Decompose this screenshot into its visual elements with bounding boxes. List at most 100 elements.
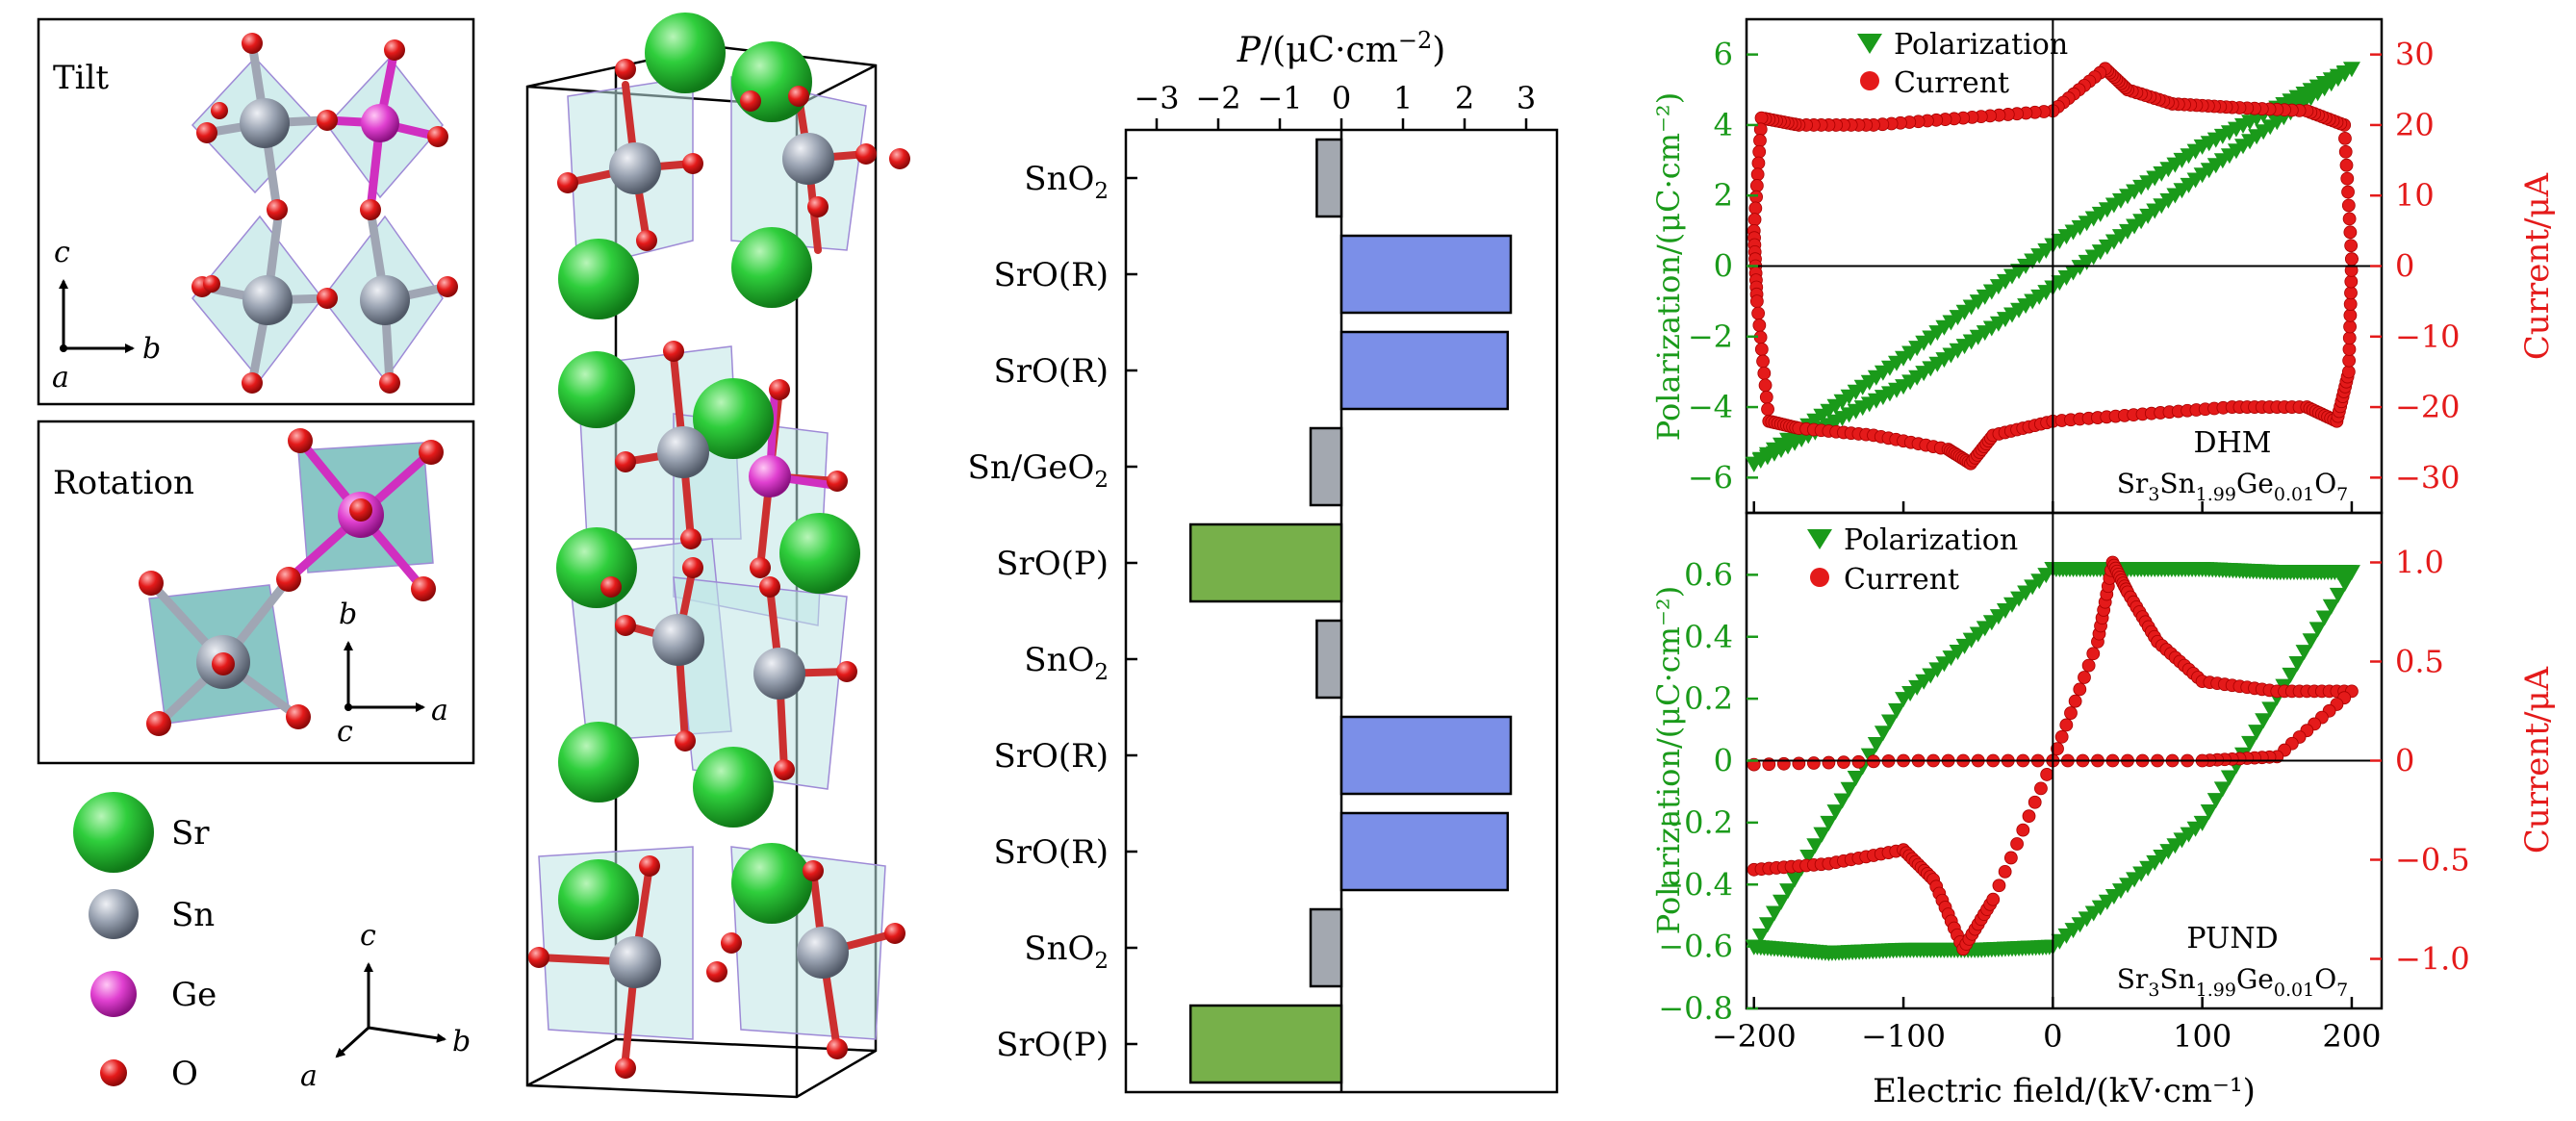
pund-cur-point (2034, 781, 2048, 796)
pund-pol-point (2255, 713, 2273, 729)
dhm-legend-pol: Polarization (1894, 28, 2068, 62)
crystal-axes-3d: c b a (300, 919, 471, 1093)
pund-pol-point (1895, 692, 1913, 708)
dhm-cur-point (1747, 213, 1762, 227)
dhm-cur-point (2339, 158, 2354, 172)
dhm-y2-axis-title: Current/μA (2518, 172, 2557, 360)
dhm-cur-point (2344, 274, 2359, 289)
dhm-y2-tick-label: −20 (2395, 389, 2461, 425)
tilt-panel: Tilt (37, 17, 475, 406)
layer-label: SrO(R) (993, 833, 1109, 872)
pund-pol-point (1888, 702, 1905, 719)
dhm-cur-point (1757, 366, 1772, 380)
dhm-cur-point (2342, 331, 2357, 345)
dhm-cur-point (2343, 319, 2357, 334)
dhm-cur-point (2340, 171, 2355, 186)
pund-y-tick-label: 0.4 (1684, 619, 1733, 655)
dhm-cur-point (1748, 201, 1763, 216)
dhm-cur-point (2342, 212, 2357, 226)
pund-pol-point (1880, 714, 1899, 730)
dhm-cur-point (2338, 144, 2353, 159)
pund-pol-point (1847, 771, 1865, 787)
pund-pol-point (1751, 928, 1770, 944)
dhm-legend-cur: Current (1894, 66, 2009, 100)
pund-pol-point (1813, 827, 1831, 843)
layer-label: SnO2 (1024, 641, 1109, 685)
pund-cur-point (2086, 647, 2101, 661)
pund-pol-point (1833, 793, 1851, 809)
tilt-axis-c: c (54, 236, 70, 269)
dhm-cur-point (2341, 185, 2355, 199)
dhm-cur-point (1752, 318, 1767, 332)
pund-y-tick-label: −0.8 (1658, 990, 1733, 1027)
dhm-y-tick-label: 0 (1714, 248, 1733, 285)
dhm-marks (1745, 62, 2360, 472)
layer-polarization-chart: P/(μC·cm−2) −3 −2 −1 0 1 2 3 SnO2SrO(R)SrO(R)S… (968, 27, 1559, 1094)
pund-pol-point (2200, 804, 2218, 821)
bar-x-tick-label: 2 (1455, 80, 1474, 116)
dhm-pol-point (1745, 456, 1763, 472)
ge-atom (749, 455, 791, 497)
bar-x-tick-label: −1 (1257, 80, 1302, 116)
dhm-y2-tick-label: −30 (2395, 459, 2461, 496)
legend-ge-icon (90, 971, 137, 1017)
layer-bar (1339, 330, 1510, 411)
rotation-panel: Rotation (37, 420, 475, 765)
pund-pol-point (1765, 905, 1783, 922)
pund-pol-point (2248, 725, 2266, 741)
dhm-y2-tick-label: 30 (2395, 37, 2435, 73)
pund-y-tick-label: −0.6 (1658, 929, 1733, 965)
pund-compound: Sr3Sn1.99Ge0.01O7 (2117, 963, 2349, 1001)
pund-y-axis-title: Polarization/(μC·cm⁻²) (1650, 586, 1687, 934)
pund-cur-point (2003, 851, 2018, 865)
bar-title-close: ) (1432, 31, 1445, 70)
layer-label: SnO2 (1024, 160, 1109, 204)
pund-pol-point (1799, 849, 1818, 865)
pund-y2-tick-label: 0 (2395, 743, 2414, 779)
pund-cur-point (2010, 837, 2024, 851)
pund-pol-point (1874, 726, 1892, 742)
dhm-cur-point (2345, 252, 2359, 267)
dhm-compound: Sr3Sn1.99Ge0.01O7 (2117, 468, 2349, 505)
dhm-y-tick-label: −2 (1688, 318, 1733, 355)
pund-pol-point (2261, 701, 2280, 718)
layer-label: SrO(R) (993, 737, 1109, 776)
layer-label: SrO(R) (993, 352, 1109, 391)
bar-x-tick-label: 3 (1517, 80, 1536, 116)
layer-bar (1309, 907, 1343, 988)
dhm-y-tick-label: −6 (1688, 459, 1733, 496)
dhm-y-tick-label: 6 (1714, 37, 1733, 73)
pund-y-tick-label: −0.4 (1658, 866, 1733, 903)
legend-o-icon (100, 1059, 127, 1086)
pund-cur-point (1992, 879, 2006, 893)
pund-legend: Polarization Current (1807, 523, 2018, 597)
pund-pol-point (1806, 838, 1824, 854)
dhm-y-tick-label: −4 (1688, 389, 1733, 425)
tilt-frame (37, 17, 475, 406)
pund-cur-point (2073, 682, 2087, 697)
bar-title-italic: P (1237, 31, 1262, 70)
pund-cur-point (2016, 823, 2030, 837)
pund-cur-point (1837, 755, 1850, 770)
axis3d-c: c (360, 919, 376, 953)
pund-cur-point (1822, 755, 1836, 770)
pund-pol-point (1840, 781, 1858, 798)
dhm-cur-point (2343, 225, 2358, 240)
legend-o-label: O (171, 1055, 198, 1093)
rotation-axis-c: c (337, 715, 353, 749)
dhm-mode-label: DHM (2194, 426, 2272, 460)
pund-cur-point (2078, 671, 2091, 684)
atom-legend: Sr Sn Ge O (73, 792, 217, 1093)
layer-bar (1188, 1004, 1343, 1084)
legend-sr-icon (73, 792, 154, 873)
pund-cur-point (2028, 795, 2042, 809)
dhm-cur-point (2341, 198, 2356, 213)
pund-legend-pol-marker (1807, 529, 1832, 549)
pund-cur-point (2051, 742, 2064, 756)
dhm-cur-point (2338, 131, 2352, 145)
pund-pol-point (2315, 610, 2334, 626)
bar-title-rest: /(μC·cm (1261, 31, 1398, 70)
dhm-cur-point (2343, 297, 2358, 311)
pund-mode-label: PUND (2186, 922, 2278, 955)
